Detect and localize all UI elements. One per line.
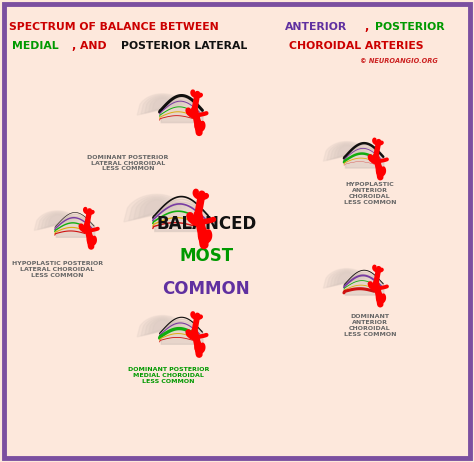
Polygon shape [153,98,172,111]
Polygon shape [327,143,365,160]
Text: MEDIAL: MEDIAL [11,41,58,51]
Text: DOMINANT POSTERIOR
LATERAL CHOROIDAL
LESS COMMON: DOMINANT POSTERIOR LATERAL CHOROIDAL LES… [87,155,169,171]
Polygon shape [34,211,78,231]
Text: HYPOPLASTIC POSTERIOR
LATERAL CHOROIDAL
LESS COMMON: HYPOPLASTIC POSTERIOR LATERAL CHOROIDAL … [12,261,103,278]
Polygon shape [330,271,361,286]
Polygon shape [145,96,178,113]
Polygon shape [327,270,365,287]
Polygon shape [141,95,182,114]
Polygon shape [138,198,173,218]
Text: CHOROIDAL ARTERIES: CHOROIDAL ARTERIES [289,41,423,51]
Text: , AND: , AND [72,41,110,51]
Text: HYPOPLASTIC
ANTERIOR
CHOROIDAL
LESS COMMON: HYPOPLASTIC ANTERIOR CHOROIDAL LESS COMM… [344,182,396,205]
Polygon shape [134,197,177,219]
Polygon shape [137,94,185,115]
Text: BALANCED: BALANCED [156,215,256,233]
Polygon shape [323,141,367,161]
Text: ,: , [365,22,373,32]
Polygon shape [145,318,178,335]
Text: © NEUROANGIO.ORG: © NEUROANGIO.ORG [360,58,438,64]
Polygon shape [148,97,175,112]
Text: DOMINANT
ANTERIOR
CHOROIDAL
LESS COMMON: DOMINANT ANTERIOR CHOROIDAL LESS COMMON [344,314,396,336]
Text: MOST: MOST [179,248,233,265]
Polygon shape [323,268,367,288]
Polygon shape [124,195,186,222]
Polygon shape [337,146,355,157]
Polygon shape [141,316,182,336]
Polygon shape [148,319,175,334]
Polygon shape [144,200,168,216]
Text: ANTERIOR: ANTERIOR [284,22,347,32]
Text: DOMINANT POSTERIOR
MEDIAL CHOROIDAL
LESS COMMON: DOMINANT POSTERIOR MEDIAL CHOROIDAL LESS… [128,367,209,384]
Polygon shape [129,196,182,220]
Text: SPECTRUM OF BALANCE BETWEEN: SPECTRUM OF BALANCE BETWEEN [9,22,222,32]
Text: POSTERIOR: POSTERIOR [375,22,445,32]
Polygon shape [48,215,66,226]
Polygon shape [45,214,69,227]
Polygon shape [337,273,355,284]
Polygon shape [334,272,358,285]
Polygon shape [334,145,358,158]
Polygon shape [137,316,185,337]
Polygon shape [41,213,72,229]
Polygon shape [153,320,172,333]
Polygon shape [330,144,361,159]
Text: POSTERIOR LATERAL: POSTERIOR LATERAL [121,41,251,51]
Text: COMMON: COMMON [163,280,250,298]
Polygon shape [38,212,75,230]
